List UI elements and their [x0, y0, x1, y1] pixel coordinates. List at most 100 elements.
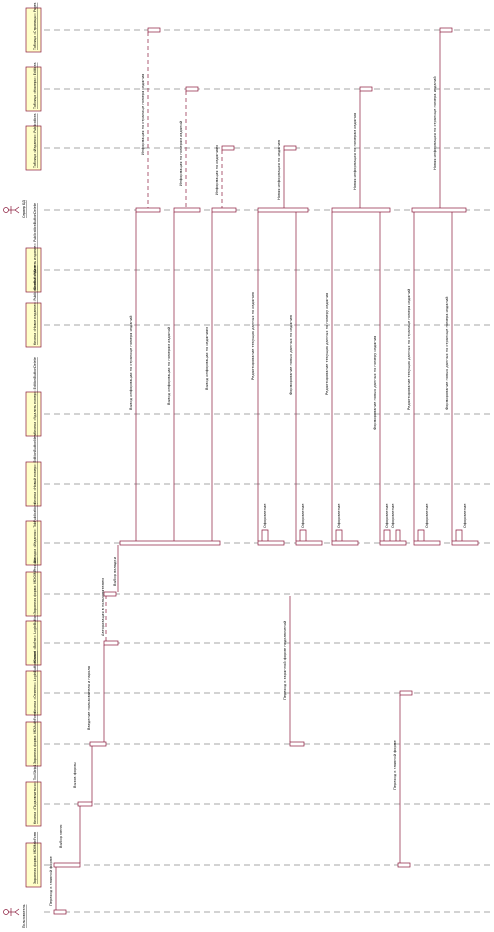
participant-label-p15: Таблица «Страницы»: Pages	[33, 2, 37, 51]
activation-main-form	[53, 862, 81, 868]
activation-db-1	[135, 207, 161, 213]
activation-tab-5	[379, 540, 407, 546]
participant-label-p1: Экранная форма: MDIMainForm	[33, 832, 37, 884]
participant-label-p10: Кнопка «Новое издание»: PublicationButto…	[33, 265, 37, 345]
label-m12: Информация по странице номера издания	[141, 74, 145, 155]
participant-label-p8: Кнопка «Новый номер»: EditionButtonNew	[33, 433, 37, 504]
message-labels: Переход к главной форме Выбор меню Вызов…	[49, 74, 467, 906]
participant-box-p7[interactable]	[25, 520, 42, 566]
selfcall-m18	[383, 529, 391, 541]
activation-pg-new	[439, 27, 453, 33]
participant-box-p15[interactable]	[25, 7, 42, 53]
participant-box-p5[interactable]	[25, 620, 42, 666]
activation-oim	[103, 591, 117, 597]
activation-main-return	[397, 862, 411, 868]
label-m19: Оформление	[425, 503, 429, 528]
label-m17: Оформление	[337, 503, 341, 528]
activation-login	[103, 640, 119, 646]
label-m24: Новая информация по изданию	[277, 140, 281, 200]
participant-box-p4[interactable]	[25, 670, 42, 716]
label-m9: Вывод информации по странице номера изда…	[129, 315, 133, 410]
selfcall-m16	[299, 529, 307, 541]
participant-label-p13: Таблица «Издания»: Publications	[33, 113, 37, 169]
actor-user: Пользователь	[3, 904, 26, 928]
label-m21: Оформление	[391, 503, 395, 528]
activation-cancel	[399, 690, 413, 696]
participant-box-p2[interactable]	[25, 781, 42, 827]
label-m1: Переход к главной форме	[49, 856, 53, 906]
activation-tab-4	[331, 540, 359, 546]
message-lines	[55, 32, 453, 910]
activation-editions	[185, 86, 199, 92]
activation-tab-3	[295, 540, 323, 546]
actor-db-server: Сервер БД	[3, 200, 26, 218]
participant-label-p2: Кнопка «Подключиться»: ToolStrip1	[33, 764, 37, 824]
label-m16: Оформление	[301, 503, 305, 528]
participant-box-p11[interactable]	[25, 247, 42, 293]
participant-label-p9: Кнопка «Удалить номер»: EditionButtonDel…	[33, 357, 37, 434]
lifelines	[44, 29, 490, 913]
activation-db-3	[211, 207, 237, 213]
activation-pages	[147, 27, 161, 33]
activation-db-6	[411, 207, 467, 213]
label-m6: Выбор вкладки	[113, 556, 117, 586]
activation-db-4	[257, 207, 309, 213]
participant-boxes	[25, 7, 42, 888]
label-m4: Введение пользователя и пароля	[87, 666, 91, 730]
label-m15: Оформление	[263, 503, 267, 528]
selfcall-m20	[455, 529, 463, 541]
participant-box-p3[interactable]	[25, 721, 42, 767]
actor-user-icon	[3, 908, 20, 916]
label-m25: Редактирование текущих данных по номеру …	[325, 293, 329, 395]
participant-label-p5: Кнопка «Войти»: LoginButton	[33, 614, 37, 663]
participant-box-p14[interactable]	[25, 66, 42, 112]
label-m5: Авторизация в пользователем	[101, 578, 105, 636]
label-m28: Редактирование текущих данных по страниц…	[407, 288, 411, 410]
participant-box-p6[interactable]	[25, 571, 42, 617]
activation-toolstrip	[77, 801, 93, 807]
label-m18: Оформление	[385, 503, 389, 528]
participant-label-p7: Вкладка «Издания»: TabPublications	[33, 503, 37, 563]
participant-label-p3: Экранная форма: MDIAuthForm	[33, 712, 37, 764]
activation-tab-7	[451, 540, 479, 546]
activation-tab-1	[119, 540, 221, 546]
selfcall-m19	[417, 529, 425, 541]
label-m30: Новая информация по странице номера изда…	[433, 76, 437, 170]
selfcall-m15	[261, 529, 269, 541]
activations	[53, 27, 479, 915]
label-m27: Новая информация по номерам издания	[353, 113, 357, 190]
label-m22: Редактирование текущих данных по изданию	[251, 292, 255, 380]
selfcall-m21	[395, 529, 401, 541]
activation-tab-6	[413, 540, 441, 546]
self-calls	[261, 529, 463, 541]
participant-labels: Экранная форма: MDIMainForm Кнопка «Подк…	[33, 2, 37, 884]
participant-box-p1[interactable]	[25, 842, 42, 888]
participant-box-p10[interactable]	[25, 302, 42, 348]
participant-box-p8[interactable]	[25, 461, 42, 507]
actor-db-server-icon	[3, 206, 20, 214]
label-m13: Информация по номерам изданий	[179, 120, 183, 186]
label-m23: Формирование новых данных по изданию	[289, 315, 293, 395]
label-m7: Переход к главной форме	[393, 740, 397, 790]
label-m10: Вывод информации по номерам изданий	[167, 326, 171, 405]
participant-box-p9[interactable]	[25, 391, 42, 437]
participant-label-p6: Экранная форма: MDIOIMProducts	[33, 557, 37, 614]
activation-auth-return	[289, 741, 305, 747]
label-m29: Формирование новых данных по странице но…	[445, 296, 449, 410]
actor-db-server-label: Сервер БД	[22, 200, 26, 218]
label-m11: Вывод информации по изданиям	[205, 327, 209, 390]
activation-user	[53, 909, 67, 915]
activation-pub-new	[283, 145, 297, 151]
activation-tab-2	[257, 540, 285, 546]
activation-publications	[221, 145, 235, 151]
participant-label-p4: Кнопка «Отмена»: LoginButtonCancel	[33, 651, 37, 713]
label-m8: Переход к экранной форме подключений	[283, 620, 287, 700]
participant-box-p13[interactable]	[25, 125, 42, 171]
participant-label-p14: Таблица «Номера»: Editions	[33, 62, 37, 110]
label-m2: Выбор меню	[59, 825, 63, 848]
label-m20: Оформление	[463, 503, 467, 528]
label-m14: Информация по изданиям	[215, 145, 219, 195]
activation-db-2	[173, 207, 201, 213]
